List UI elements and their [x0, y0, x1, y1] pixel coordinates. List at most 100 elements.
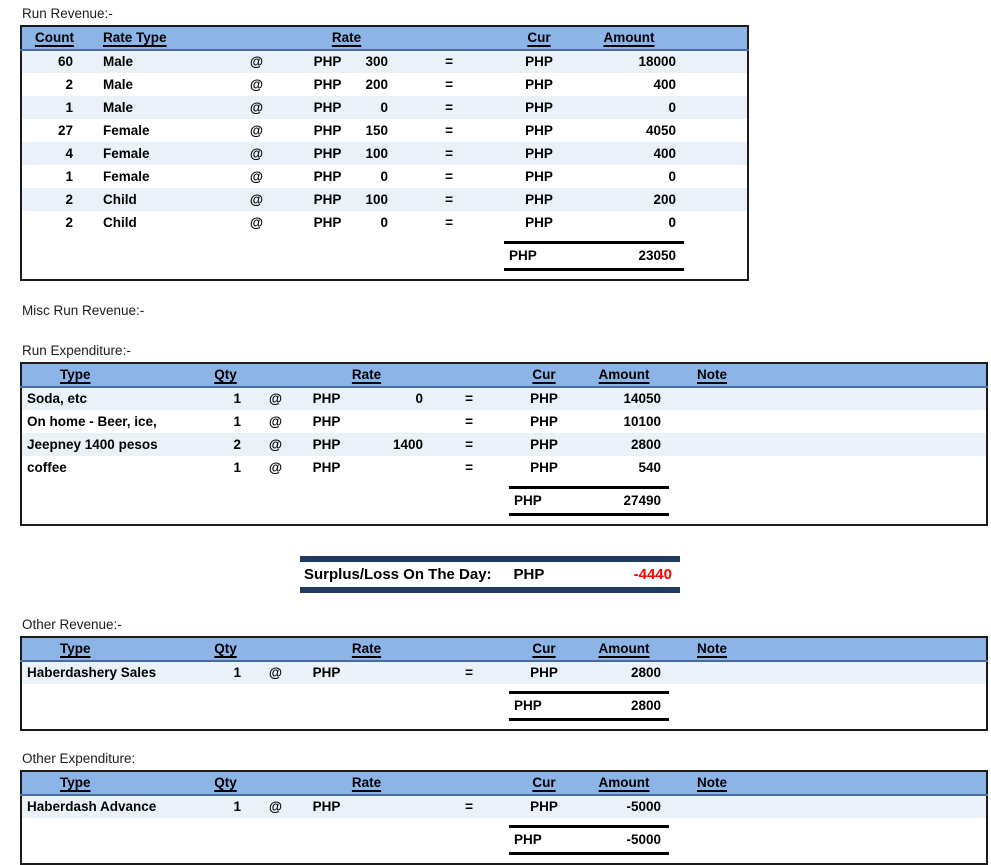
cell-rate_cur: PHP — [299, 50, 356, 73]
cell-amount: 10100 — [623, 413, 662, 429]
run-revenue-rows: 60 Male @ PHP 300 = PHP 18000 2 Male @ PHP 200 = PHP 40… — [21, 50, 748, 234]
cell-cur: PHP — [525, 76, 553, 92]
cell-rate — [349, 410, 429, 433]
cell-eq: = — [394, 188, 505, 211]
cell-filler — [684, 211, 748, 234]
cell-rate: 0 — [349, 387, 430, 410]
run-expenditure-rows: Soda, etc 1 @ PHP 0 = PHP 14050 On home - Beer, … — [21, 387, 987, 479]
cell-at: @ — [268, 413, 283, 429]
cell-cur: PHP — [509, 661, 580, 684]
cell-eq: = — [429, 387, 510, 410]
other-revenue-rows: Haberdashery Sales 1 @ PHP = PHP 2800 — [21, 661, 987, 684]
cell-cur: PHP — [504, 96, 575, 119]
header-cur: Cur — [504, 26, 575, 51]
table-row: 2 Child @ PHP 100 = PHP 200 — [21, 188, 748, 211]
cell-eq: = — [445, 76, 453, 92]
cell-type: Haberdashery Sales — [21, 661, 204, 684]
cell-rate_cur: PHP — [312, 459, 341, 475]
table-row: 1 Female @ PHP 0 = PHP 0 — [21, 165, 748, 188]
cell-rate_cur: PHP — [304, 387, 349, 410]
cell-filler — [684, 142, 748, 165]
cell-note — [669, 433, 987, 456]
cell-eq: = — [445, 168, 453, 184]
header-amount: Amount — [579, 363, 670, 388]
cell-amount: 400 — [653, 76, 677, 92]
cell-cur: PHP — [525, 122, 553, 138]
cell-count: 4 — [21, 142, 87, 165]
cell-type: On home - Beer, ice, — [27, 413, 157, 429]
cell-eq: = — [394, 96, 505, 119]
cell-rate_cur: PHP — [312, 413, 341, 429]
surplus-loss-label: Surplus/Loss On The Day: — [304, 566, 492, 583]
cell-qty: 2 — [204, 433, 247, 456]
cell-note — [669, 410, 987, 433]
cell-eq: = — [445, 214, 453, 230]
cell-qty: 1 — [233, 459, 241, 475]
cell-rate_cur: PHP — [313, 214, 342, 230]
other-expenditure-rows: Haberdash Advance 1 @ PHP = PHP -5000 — [21, 795, 987, 818]
run-revenue-total-amount: 23050 — [574, 241, 685, 271]
cell-count: 1 — [65, 168, 73, 184]
other-revenue-total-row: PHP 2800 — [21, 691, 987, 721]
header-note: Note — [669, 363, 987, 388]
cell-at: @ — [268, 459, 283, 475]
cell-type: Haberdash Advance — [21, 795, 204, 818]
cell-cur: PHP — [530, 459, 558, 475]
cell-at: @ — [247, 387, 304, 410]
run-expenditure-header-row: Type Qty Rate Cur Amount Note — [21, 363, 987, 388]
cell-note — [669, 795, 987, 818]
cell-at: @ — [214, 96, 299, 119]
run-expenditure-total-section: PHP 27490 — [21, 479, 987, 525]
table-row: Haberdashery Sales 1 @ PHP = PHP 2800 — [21, 661, 987, 684]
cell-cur: PHP — [509, 433, 580, 456]
header-cur: Cur — [509, 363, 580, 388]
cell-eq: = — [465, 413, 473, 429]
cell-cur: PHP — [504, 142, 575, 165]
cell-rate: 300 — [356, 50, 395, 73]
cell-eq: = — [394, 50, 505, 73]
other-revenue-total-amount: 2800 — [579, 691, 670, 721]
cell-rate: 1400 — [349, 433, 430, 456]
cell-amount: 0 — [668, 168, 677, 184]
cell-rate_type: Male — [103, 76, 134, 92]
cell-rate_type: Female — [103, 122, 150, 138]
table-row: Jeepney 1400 pesos 2 @ PHP 1400 = PHP 2800 — [21, 433, 987, 456]
header-at-spacer — [247, 637, 304, 662]
run-expenditure-label: Run Expenditure:- — [22, 343, 131, 358]
cell-count: 2 — [65, 76, 73, 92]
header-fill-spacer — [684, 26, 748, 51]
table-row: 4 Female @ PHP 100 = PHP 400 — [21, 142, 748, 165]
cell-rate_type: Child — [87, 188, 214, 211]
cell-amount: 0 — [668, 214, 677, 230]
cell-filler — [684, 96, 748, 119]
cell-at: @ — [249, 76, 264, 92]
cell-at: @ — [249, 168, 264, 184]
header-eq-spacer — [429, 637, 510, 662]
cell-qty: 1 — [204, 661, 247, 684]
run-revenue-label: Run Revenue:- — [22, 6, 113, 21]
other-expenditure-total-amount: -5000 — [579, 825, 670, 855]
surplus-loss-amount: -4440 — [633, 566, 672, 583]
cell-at: @ — [247, 433, 304, 456]
cell-rate_type: Female — [87, 142, 214, 165]
surplus-loss-banner: Surplus/Loss On The Day: PHP -4440 — [300, 556, 680, 593]
cell-eq: = — [429, 433, 510, 456]
cell-amount: 2800 — [579, 661, 670, 684]
other-revenue-total-currency: PHP — [509, 691, 580, 721]
run-expenditure-total-currency: PHP — [509, 486, 580, 516]
cell-filler — [684, 165, 748, 188]
cell-note — [669, 456, 987, 479]
cell-amount: 14050 — [579, 387, 670, 410]
cell-count: 27 — [57, 122, 73, 138]
header-rate-type: Rate Type — [87, 26, 214, 51]
run-expenditure-total-row: PHP 27490 — [21, 486, 987, 516]
cell-filler — [684, 119, 748, 142]
cell-rate_type: Child — [103, 214, 137, 230]
header-at-spacer — [214, 26, 299, 51]
cell-type: coffee — [27, 459, 67, 475]
cell-amount: 18000 — [574, 50, 685, 73]
header-qty: Qty — [204, 771, 247, 796]
run-revenue-table: Count Rate Type Rate Cur Amount 60 Male @ P… — [20, 25, 749, 281]
cell-cur: PHP — [504, 50, 575, 73]
